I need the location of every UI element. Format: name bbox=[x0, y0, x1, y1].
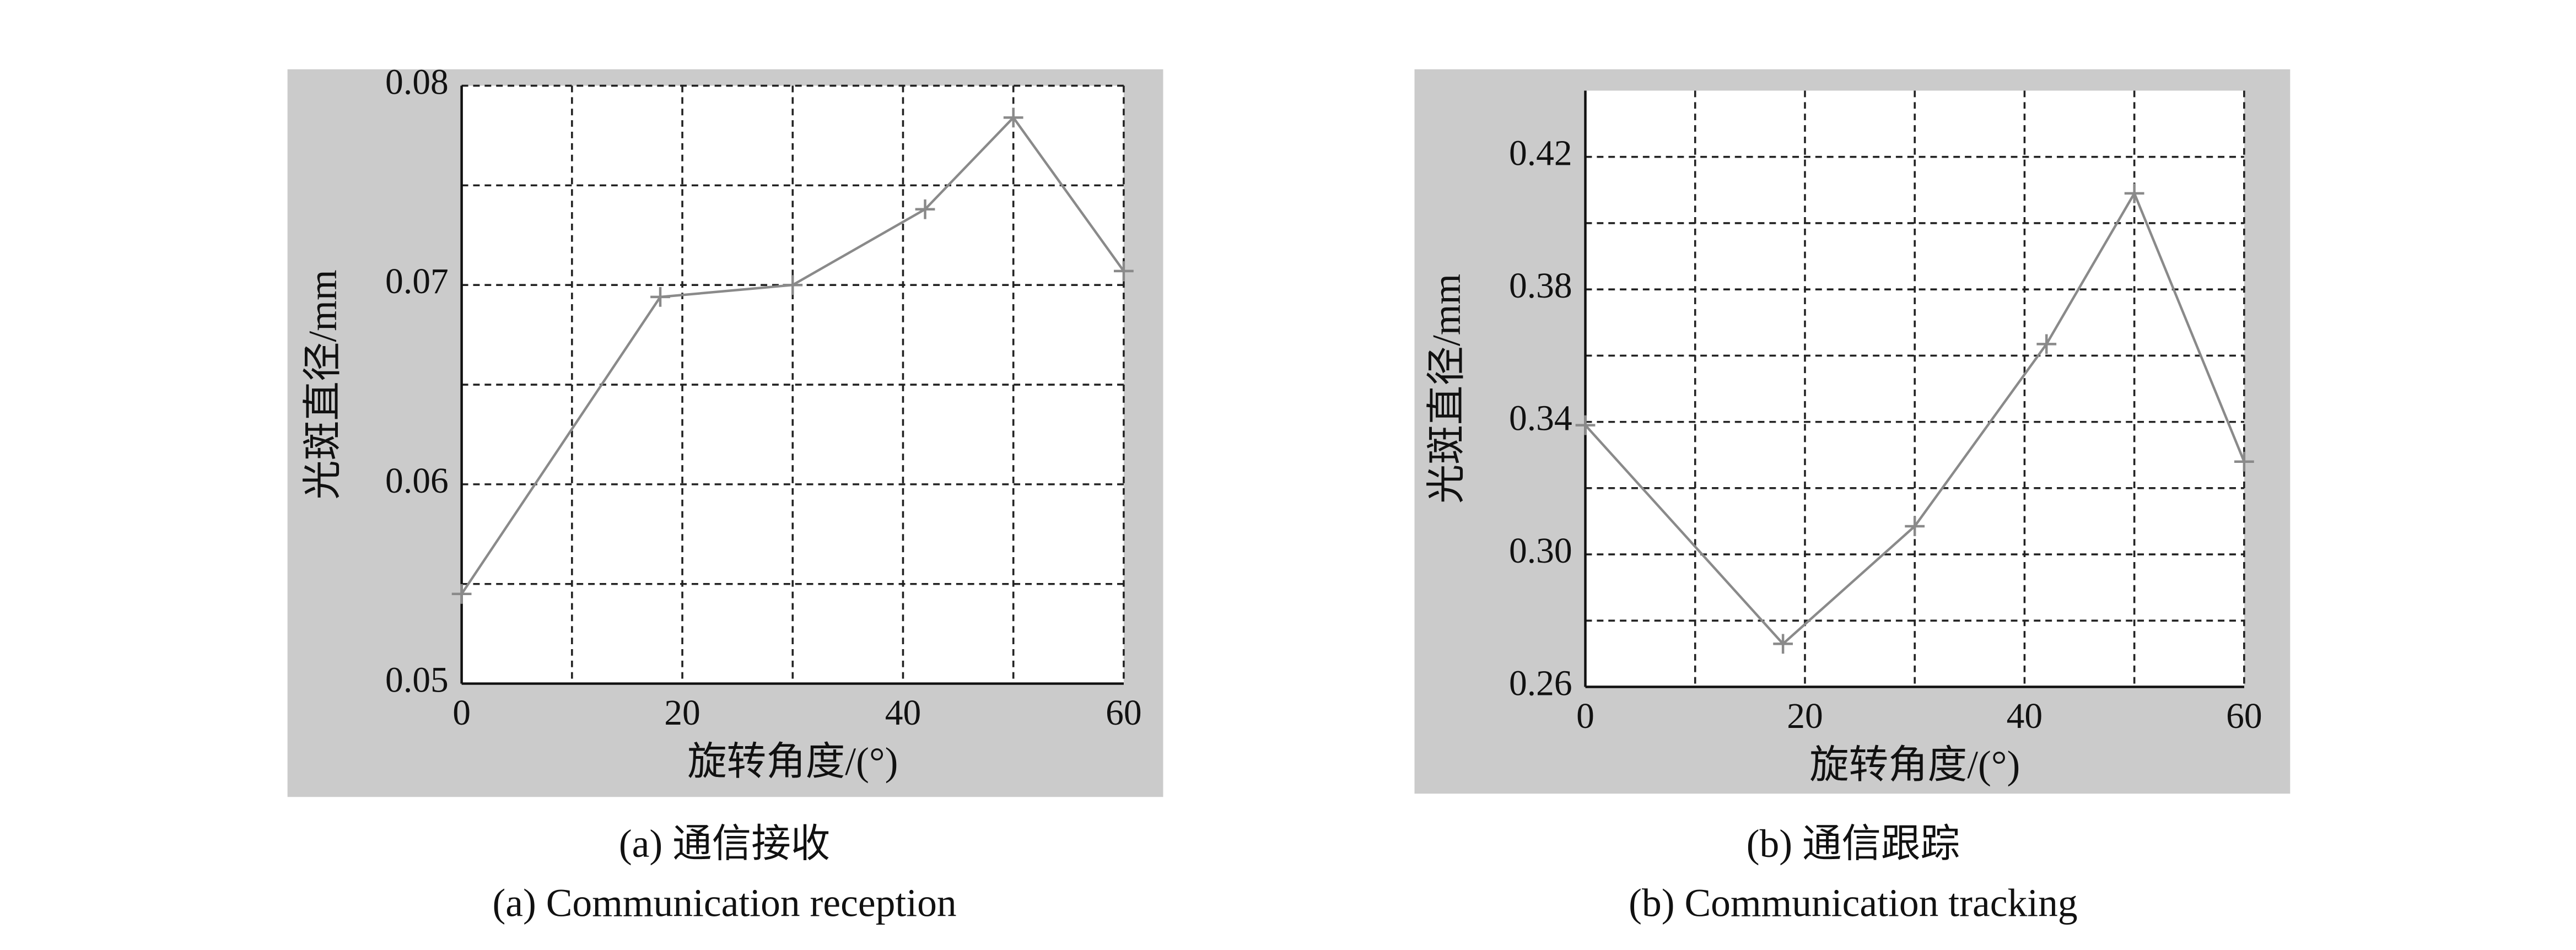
x-axis-label: 旋转角度/(°) bbox=[687, 740, 898, 784]
data-marker bbox=[2124, 183, 2144, 203]
y-tick-label: 0.05 bbox=[385, 661, 449, 700]
chart: 0.05 0.06 0.07 0.08 0 20 40 60 旋转角度/(°) 光斑直径/mm (a… bbox=[287, 63, 1163, 925]
data-line bbox=[1584, 190, 2245, 646]
data-marker bbox=[1773, 634, 1793, 654]
y-tick-label: 0.34 bbox=[1509, 399, 1572, 439]
x-tick-label: 60 bbox=[2226, 697, 2262, 736]
y-tick-label: 0.30 bbox=[1509, 531, 1572, 571]
x-tick-label: 20 bbox=[1787, 697, 1823, 736]
x-tick-label: 40 bbox=[2007, 697, 2043, 736]
data-marker bbox=[783, 275, 803, 295]
y-tick-label: 0.42 bbox=[1509, 134, 1572, 174]
y-tick-label: 0.07 bbox=[385, 262, 449, 301]
x-tick-label: 0 bbox=[452, 693, 471, 733]
caption: (b) 通信跟踪 bbox=[1747, 822, 1960, 866]
data-line bbox=[460, 115, 1125, 595]
data-marker bbox=[1905, 516, 1925, 536]
y-tick-label: 0.26 bbox=[1509, 664, 1572, 704]
y-axis-label: 光斑直径/mm bbox=[1425, 274, 1469, 504]
data-marker bbox=[1003, 107, 1023, 128]
y-tick-label: 0.38 bbox=[1509, 266, 1572, 306]
x-tick-label: 20 bbox=[664, 693, 700, 733]
data-marker bbox=[1575, 415, 1596, 435]
data-marker bbox=[1114, 261, 1134, 281]
data-marker bbox=[915, 199, 935, 219]
data-marker bbox=[650, 287, 670, 307]
chart: 0.26 0.30 0.34 0.38 0.42 0 20 40 60 旋转角度/(°) 光斑直径/… bbox=[1414, 69, 2291, 925]
x-tick-label: 40 bbox=[885, 693, 921, 733]
caption-en: (b) Communication tracking bbox=[1629, 881, 2077, 925]
x-axis-label: 旋转角度/(°) bbox=[1809, 743, 2020, 787]
data-marker bbox=[451, 584, 472, 604]
x-tick-label: 0 bbox=[1576, 697, 1594, 736]
caption: (a) 通信接收 bbox=[619, 822, 830, 866]
x-tick-label: 60 bbox=[1106, 693, 1142, 733]
data-marker bbox=[2036, 334, 2057, 354]
y-tick-label: 0.08 bbox=[385, 63, 449, 102]
caption-en: (a) Communication reception bbox=[492, 881, 956, 925]
y-tick-label: 0.06 bbox=[385, 461, 449, 501]
data-marker bbox=[2234, 451, 2254, 472]
y-axis-label: 光斑直径/mm bbox=[301, 269, 345, 499]
